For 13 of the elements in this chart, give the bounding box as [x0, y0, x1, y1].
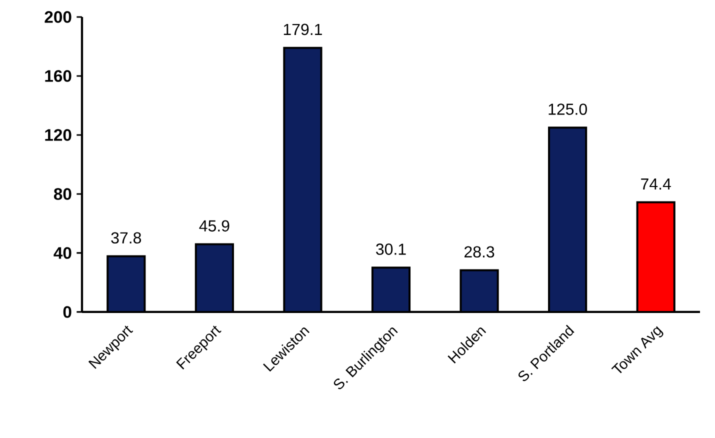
y-tick-label: 0: [63, 306, 72, 318]
data-label: 30.1: [376, 244, 406, 255]
data-label: 179.1: [284, 24, 322, 36]
data-label: 125.0: [548, 104, 587, 115]
data-label: 28.3: [464, 246, 494, 258]
data-label: 74.4: [641, 178, 671, 190]
y-tick-label: 160: [45, 70, 72, 82]
data-label: 45.9: [199, 220, 230, 232]
data-label: 37.8: [111, 232, 142, 244]
y-tick-label: 80: [54, 188, 72, 200]
y-tick-label: 40: [54, 247, 72, 259]
y-tick-label: 200: [44, 11, 72, 23]
y-tick-label: 120: [45, 129, 72, 141]
